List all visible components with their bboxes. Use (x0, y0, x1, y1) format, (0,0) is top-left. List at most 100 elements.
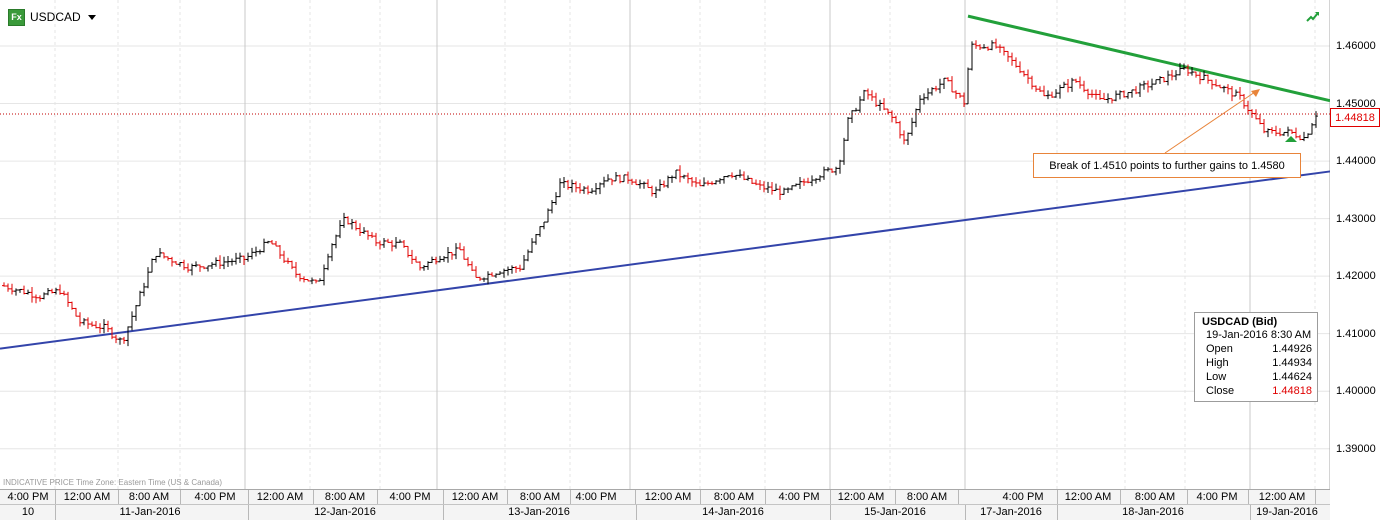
candle-down (778, 185, 782, 200)
candle-down (974, 40, 978, 49)
candle-up (546, 208, 550, 223)
date-tick-label: 10 (21, 506, 35, 518)
candle-up (258, 249, 262, 255)
candle-down (750, 177, 754, 184)
candle-up (926, 88, 930, 101)
candle-down (1094, 89, 1098, 100)
time-tick-label: 12:00 AM (63, 491, 111, 503)
time-axis-separator (1248, 490, 1249, 505)
candle-up (138, 290, 142, 307)
candle-down (434, 256, 438, 265)
candle-down (242, 255, 246, 266)
candle-down (1198, 71, 1202, 85)
time-axis-separator (507, 490, 508, 505)
candle-up (734, 174, 738, 180)
date-tick-label: 12-Jan-2016 (314, 506, 376, 518)
time-tick-label: 4:00 PM (1196, 491, 1238, 503)
candle-up (178, 262, 182, 267)
candle-up (26, 289, 30, 295)
time-axis-separator (830, 490, 831, 505)
candle-down (802, 178, 806, 186)
candle-down (474, 266, 478, 278)
candle-down (10, 283, 14, 295)
candle-up (342, 212, 346, 228)
price-tick-label: 1.40000 (1336, 385, 1376, 398)
candle-down (458, 242, 462, 251)
candle-up (826, 167, 830, 172)
date-tick-label: 11-Jan-2016 (119, 506, 181, 518)
info-row-close: Close 1.44818 (1195, 384, 1317, 398)
candle-down (934, 85, 938, 92)
time-axis-separator (635, 490, 636, 505)
candle-down (86, 317, 90, 329)
date-tick-label: 13-Jan-2016 (508, 506, 570, 518)
trendlines (0, 14, 1331, 350)
candlesticks[interactable] (2, 38, 1318, 347)
candle-down (1006, 50, 1010, 62)
info-label: Open (1206, 343, 1233, 355)
candle-up (130, 311, 134, 331)
candle-up (570, 179, 574, 193)
candle-down (174, 261, 178, 265)
chart-header: Fx USDCAD (8, 8, 96, 26)
time-axis-separator (895, 490, 896, 505)
date-tick-label: 18-Jan-2016 (1122, 506, 1184, 518)
candle-up (1154, 79, 1158, 85)
info-row-open: Open 1.44926 (1195, 342, 1317, 356)
symbol-label[interactable]: USDCAD (30, 10, 81, 24)
candle-up (602, 176, 606, 188)
candle-up (774, 183, 778, 191)
candle-down (690, 176, 694, 187)
candle-up (210, 262, 214, 270)
candle-up (362, 227, 366, 235)
candle-up (330, 243, 334, 262)
time-axis[interactable]: 4:00 PM 12:00 AM 8:00 AM 4:00 PM 12:00 AM 8:0… (0, 489, 1330, 505)
candle-down (1010, 52, 1014, 66)
date-axis[interactable]: 10 11-Jan-2016 12-Jan-2016 13-Jan-2016 14-Ja… (0, 504, 1330, 520)
price-axis (1330, 0, 1382, 519)
candle-down (978, 44, 982, 50)
time-tick-label: 8:00 AM (324, 491, 366, 503)
date-axis-separator (830, 505, 831, 520)
candle-down (402, 240, 406, 248)
candle-up (1174, 70, 1178, 81)
chevron-down-icon[interactable] (87, 14, 96, 20)
candle-down (470, 261, 474, 271)
candle-up (382, 237, 386, 248)
candle-up (1182, 63, 1186, 70)
candle-up (1190, 66, 1194, 76)
time-axis-separator (377, 490, 378, 505)
candle-down (870, 90, 874, 101)
candle-up (146, 267, 150, 289)
candle-up (658, 179, 662, 192)
candle-down (610, 178, 614, 186)
price-tick-label: 1.39000 (1336, 442, 1376, 455)
candle-up (250, 247, 254, 260)
date-tick-label: 14-Jan-2016 (702, 506, 764, 518)
fx-icon: Fx (8, 8, 25, 26)
candle-up (642, 181, 646, 189)
candle-up (158, 248, 162, 258)
trend-arrow-icon[interactable] (1305, 8, 1321, 24)
candle-down (742, 171, 746, 181)
candle-down (418, 261, 422, 271)
candle-down (618, 174, 622, 184)
candle-up (1046, 90, 1050, 100)
candle-up (1070, 77, 1074, 92)
candle-up (1178, 62, 1182, 76)
candle-down (874, 92, 878, 107)
candle-down (1042, 85, 1046, 97)
candle-up (854, 107, 858, 112)
candle-down (182, 259, 186, 271)
time-tick-label: 12:00 AM (256, 491, 304, 503)
candle-down (1026, 69, 1030, 84)
candle-down (1066, 78, 1070, 93)
date-axis-separator (1250, 505, 1251, 520)
candle-up (422, 265, 426, 271)
candle-up (982, 44, 986, 49)
candle-up (666, 175, 670, 189)
candle-up (718, 178, 722, 184)
candle-up (562, 177, 566, 189)
candle-up (766, 181, 770, 194)
